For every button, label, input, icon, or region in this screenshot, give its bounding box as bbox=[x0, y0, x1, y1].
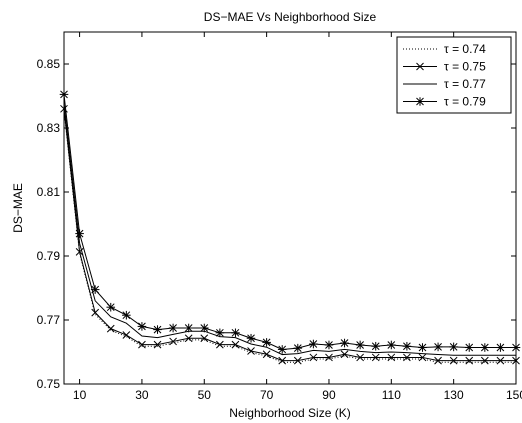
x-marker bbox=[122, 331, 131, 339]
star-marker bbox=[75, 229, 84, 238]
legend-item: τ = 0.75 bbox=[403, 60, 486, 74]
star-marker bbox=[340, 338, 349, 348]
x-marker bbox=[465, 356, 474, 365]
star-marker bbox=[324, 340, 334, 350]
x-tick-label: 130 bbox=[444, 388, 464, 402]
y-tick-label: 0.79 bbox=[37, 249, 61, 263]
series-group bbox=[59, 90, 521, 365]
legend-item: τ = 0.77 bbox=[403, 77, 486, 91]
x-marker bbox=[356, 353, 364, 362]
x-marker bbox=[418, 353, 427, 362]
star-marker bbox=[511, 343, 521, 352]
star-marker bbox=[355, 340, 365, 350]
x-marker bbox=[480, 356, 489, 365]
x-marker bbox=[138, 340, 146, 349]
y-tick-label: 0.85 bbox=[37, 57, 61, 71]
x-marker bbox=[387, 353, 396, 362]
star-marker bbox=[137, 322, 147, 331]
star-marker bbox=[277, 345, 287, 354]
x-tick-label: 90 bbox=[322, 388, 336, 402]
star-marker bbox=[246, 333, 256, 343]
y-tick-label: 0.81 bbox=[37, 185, 61, 199]
x-marker bbox=[340, 350, 349, 359]
legend-label: τ = 0.74 bbox=[444, 42, 486, 56]
x-marker bbox=[416, 62, 424, 71]
x-marker bbox=[216, 340, 224, 349]
x-marker bbox=[403, 353, 411, 362]
x-axis-label: Neighborhood Size (K) bbox=[229, 406, 350, 420]
series-3 bbox=[63, 102, 516, 356]
legend-item: τ = 0.74 bbox=[403, 42, 486, 56]
legend-label: τ = 0.77 bbox=[444, 77, 486, 91]
x-marker bbox=[91, 308, 100, 317]
x-marker bbox=[434, 356, 442, 365]
star-marker bbox=[199, 323, 209, 333]
star-marker bbox=[106, 302, 116, 312]
star-marker bbox=[231, 328, 240, 338]
x-marker bbox=[449, 356, 458, 365]
star-marker bbox=[480, 343, 490, 352]
x-marker bbox=[106, 324, 115, 333]
legend-item: τ = 0.79 bbox=[403, 95, 486, 109]
x-marker bbox=[371, 353, 380, 362]
star-marker bbox=[90, 285, 100, 294]
legend-label: τ = 0.75 bbox=[444, 60, 486, 74]
x-marker bbox=[200, 334, 209, 343]
star-marker bbox=[168, 323, 178, 333]
series-4 bbox=[59, 90, 521, 354]
star-marker bbox=[402, 341, 412, 351]
star-marker bbox=[464, 343, 474, 352]
y-axis-label: DS−MAE bbox=[11, 183, 25, 233]
x-marker bbox=[169, 337, 177, 346]
x-marker bbox=[247, 347, 255, 355]
x-tick-label: 150 bbox=[506, 388, 522, 402]
x-marker bbox=[512, 356, 520, 365]
x-marker bbox=[262, 350, 271, 359]
star-marker bbox=[496, 343, 505, 352]
legend-box bbox=[396, 36, 512, 114]
y-tick-label: 0.75 bbox=[37, 377, 61, 391]
star-marker bbox=[293, 343, 303, 353]
x-tick-label: 70 bbox=[260, 388, 274, 402]
x-marker bbox=[293, 356, 302, 365]
legend-label: τ = 0.79 bbox=[444, 95, 486, 109]
star-marker bbox=[309, 339, 318, 349]
x-marker bbox=[75, 247, 84, 256]
series-2 bbox=[60, 104, 520, 365]
star-marker bbox=[153, 325, 162, 334]
legend: τ = 0.74 τ = 0.75 τ = 0.77 τ = 0.79 bbox=[396, 36, 512, 114]
star-marker bbox=[262, 338, 271, 347]
axis-ticks: 10 30 50 70 90 110 130 150 0.75 0.77 0.79 0.81 0.83 0… bbox=[37, 32, 522, 402]
chart-title: DS−MAE Vs Neighborhood Size bbox=[204, 10, 377, 24]
y-tick-label: 0.77 bbox=[37, 313, 61, 327]
star-marker bbox=[184, 323, 193, 333]
star-marker bbox=[59, 90, 69, 99]
star-marker bbox=[215, 328, 225, 338]
star-marker bbox=[449, 342, 458, 352]
series-line bbox=[63, 102, 516, 356]
x-tick-label: 110 bbox=[382, 388, 401, 402]
x-marker bbox=[278, 356, 287, 365]
x-marker bbox=[184, 334, 193, 343]
x-tick-label: 30 bbox=[135, 388, 149, 402]
series-line bbox=[63, 108, 516, 362]
x-marker bbox=[231, 340, 240, 349]
x-marker bbox=[496, 356, 505, 365]
x-tick-label: 50 bbox=[198, 388, 212, 402]
y-tick-label: 0.83 bbox=[37, 121, 61, 135]
x-marker bbox=[309, 353, 318, 362]
star-marker bbox=[415, 97, 425, 106]
star-marker bbox=[371, 341, 381, 351]
star-marker bbox=[122, 310, 131, 320]
x-marker bbox=[325, 353, 333, 362]
star-marker bbox=[418, 343, 427, 352]
x-tick-label: 10 bbox=[73, 388, 87, 402]
x-marker bbox=[153, 340, 162, 349]
star-marker bbox=[387, 340, 396, 350]
star-marker bbox=[433, 342, 443, 352]
series-1 bbox=[63, 110, 516, 363]
series-line bbox=[63, 110, 516, 363]
